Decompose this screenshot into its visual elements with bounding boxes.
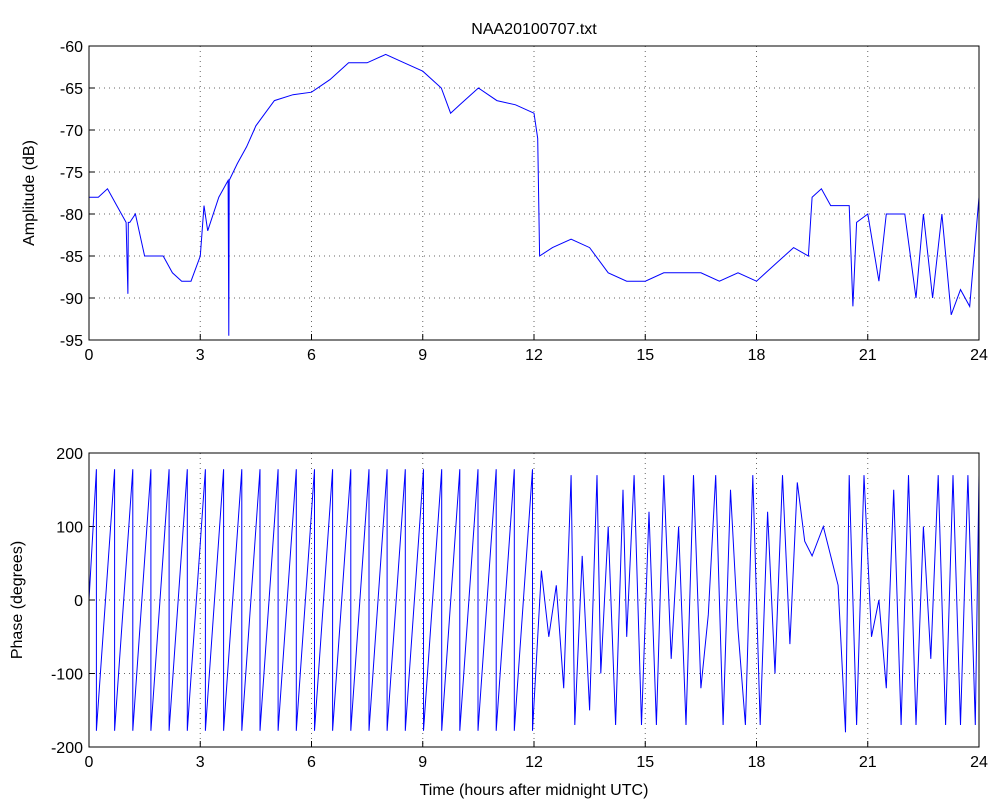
y-tick-label: 0 (74, 593, 83, 610)
x-tick-label: 18 (748, 754, 766, 771)
plot-area (88, 45, 980, 341)
y-tick-label: -200 (51, 740, 83, 757)
x-axis-label: Time (hours after midnight UTC) (420, 782, 649, 799)
x-tick-label: 3 (196, 347, 205, 364)
x-tick-label: 6 (307, 347, 316, 364)
y-tick-label: -70 (60, 123, 83, 140)
plot-border (88, 452, 980, 748)
y-axis-label: Amplitude (dB) (21, 140, 38, 246)
y-tick-label: 100 (56, 520, 83, 537)
x-tick-label: 3 (196, 754, 205, 771)
x-tick-label: 9 (418, 347, 427, 364)
y-tick-label: 200 (56, 446, 83, 463)
x-tick-label: 24 (970, 347, 988, 364)
y-tick-label: -80 (60, 207, 83, 224)
x-tick-label: 9 (418, 754, 427, 771)
y-tick-label: -75 (60, 165, 83, 182)
x-tick-label: 0 (85, 347, 94, 364)
plot-border (88, 45, 980, 341)
y-tick-label: -65 (60, 81, 83, 98)
y-tick-label: -60 (60, 39, 83, 56)
y-tick-label: -100 (51, 667, 83, 684)
y-tick-label: -90 (60, 291, 83, 308)
x-tick-label: 18 (748, 347, 766, 364)
y-axis-label: Phase (degrees) (9, 541, 26, 659)
x-tick-label: 12 (525, 347, 543, 364)
chart-title: NAA20100707.txt (471, 21, 597, 38)
x-tick-label: 15 (636, 347, 654, 364)
x-tick-label: 6 (307, 754, 316, 771)
y-tick-label: -95 (60, 333, 83, 350)
x-tick-label: 0 (85, 754, 94, 771)
x-tick-label: 12 (525, 754, 543, 771)
x-tick-label: 21 (859, 754, 877, 771)
x-tick-label: 21 (859, 347, 877, 364)
y-tick-label: -85 (60, 249, 83, 266)
x-tick-label: 24 (970, 754, 988, 771)
x-tick-label: 15 (636, 754, 654, 771)
data-line (89, 53, 980, 336)
data-line (88, 469, 980, 733)
